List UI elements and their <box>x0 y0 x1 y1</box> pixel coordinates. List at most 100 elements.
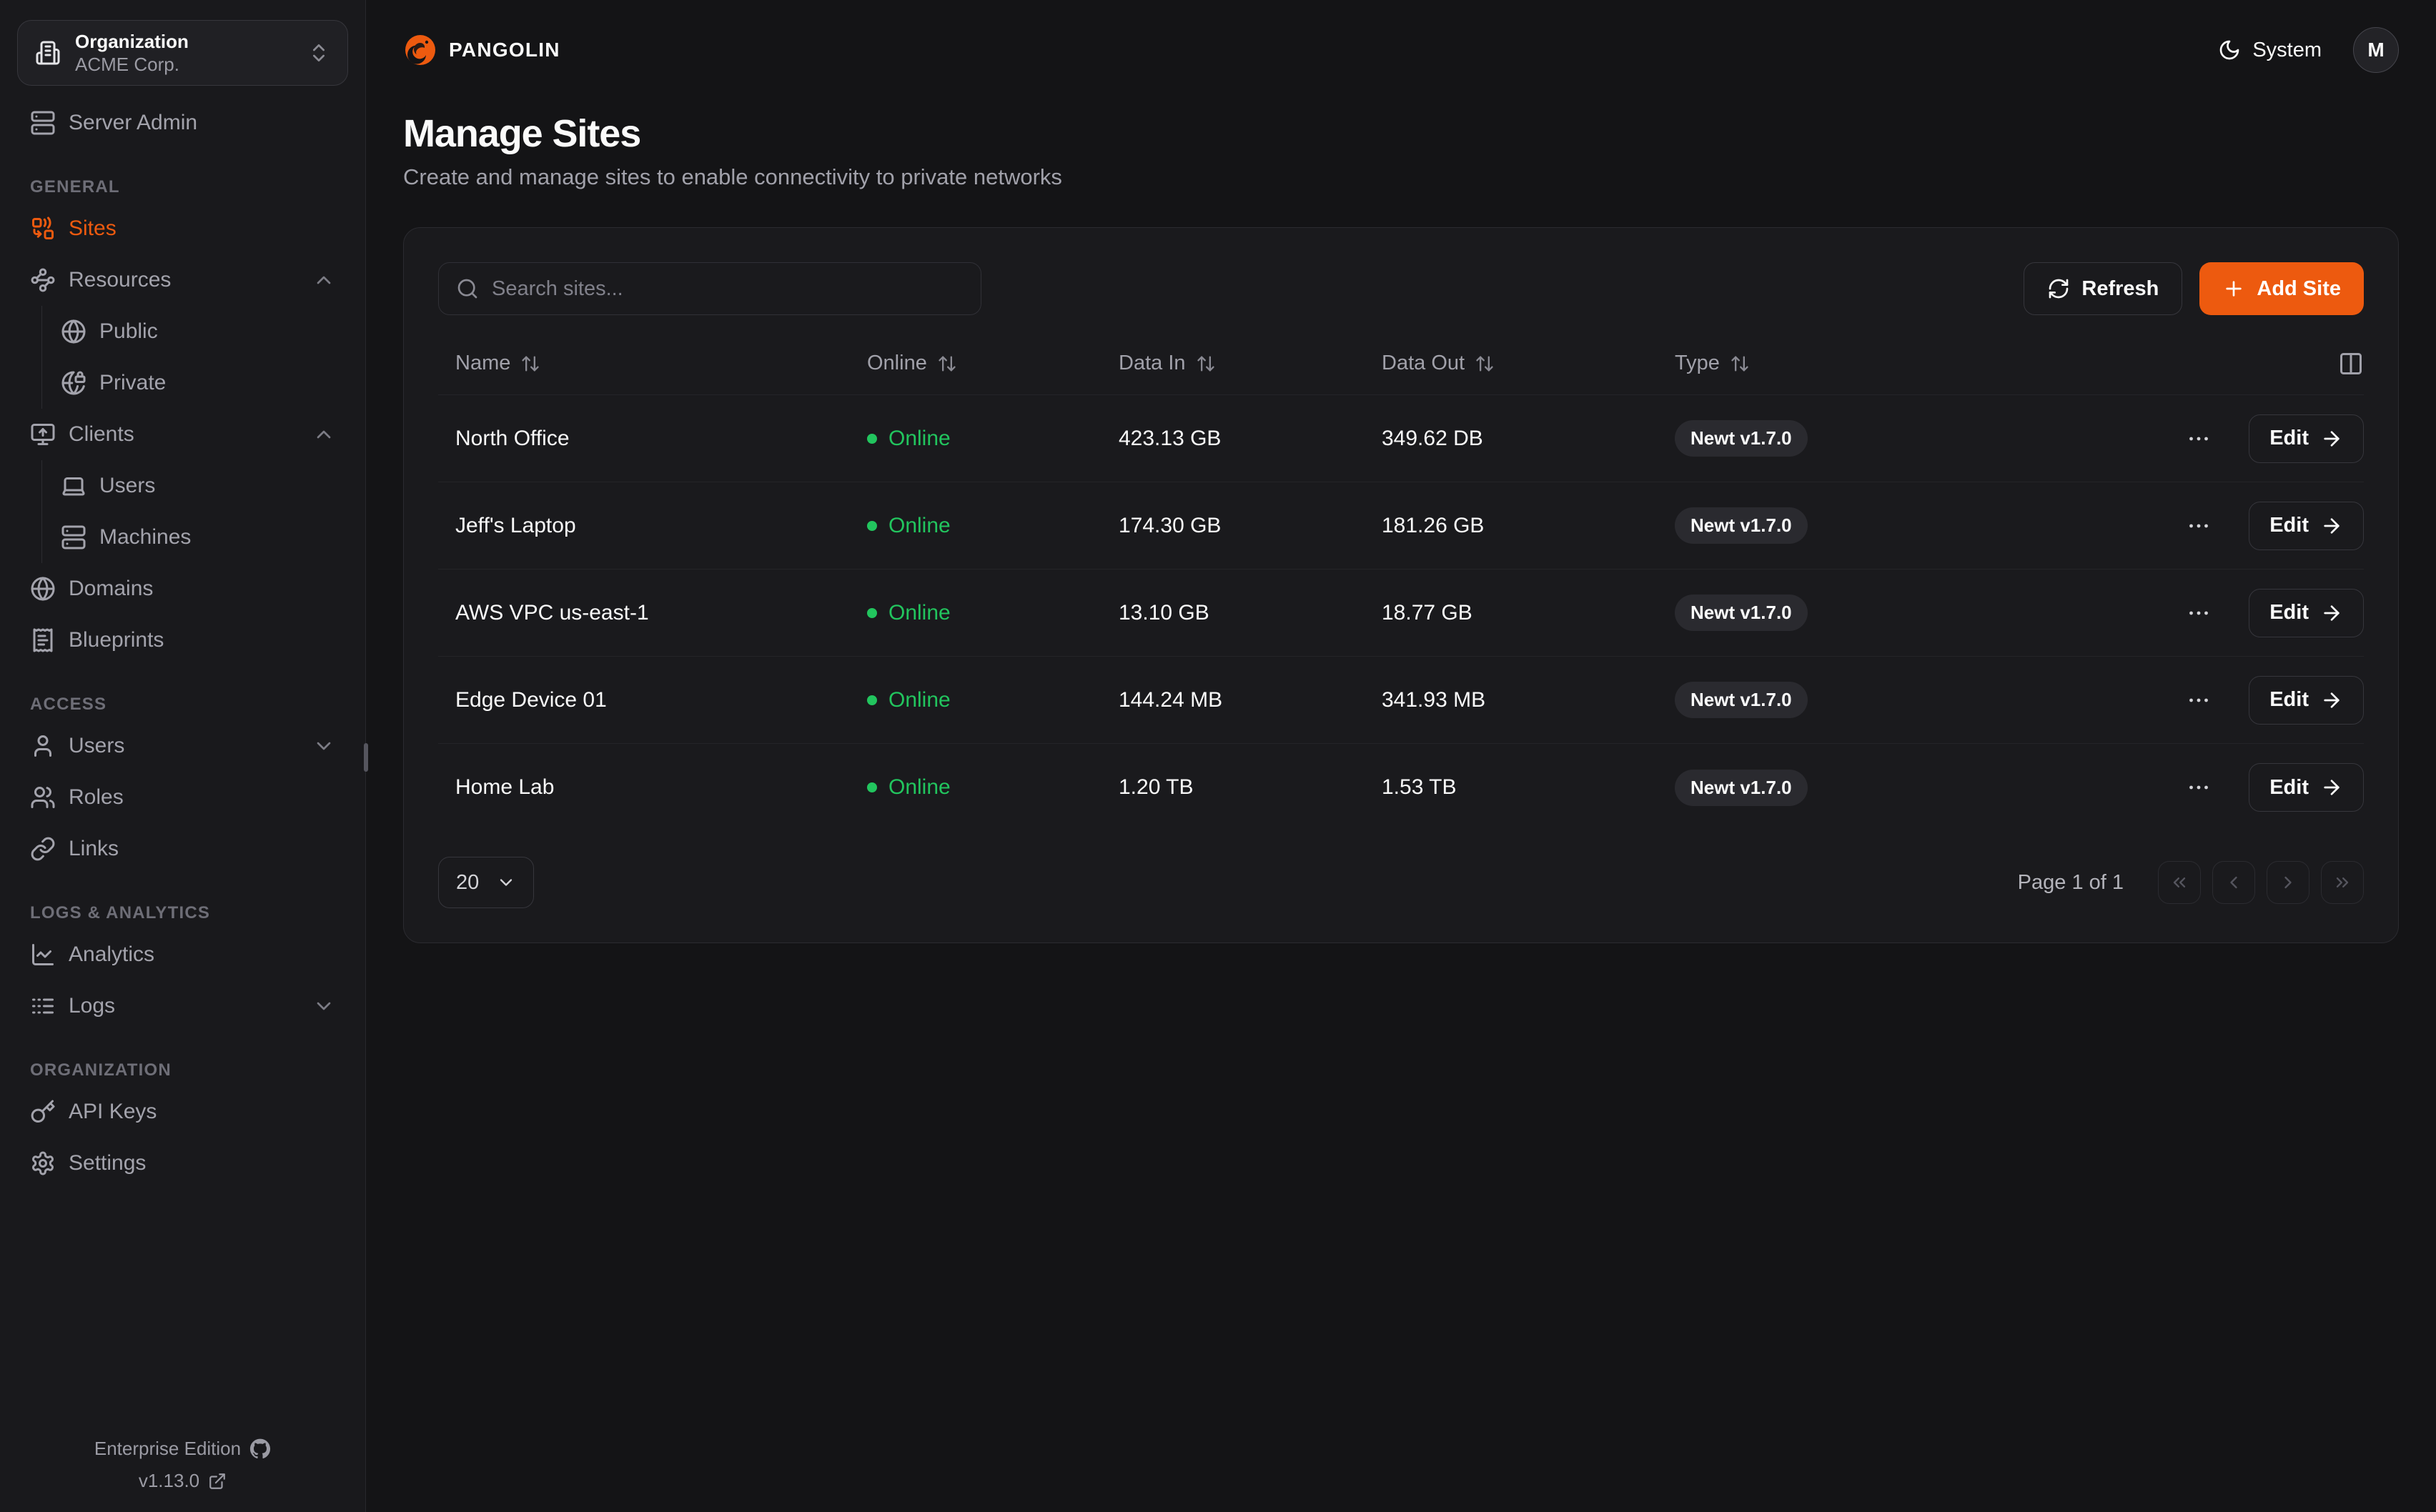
topbar: PANGOLIN System M <box>403 0 2399 100</box>
sidebar-item-label: Sites <box>69 217 117 240</box>
sidebar-item-label: Links <box>69 837 119 860</box>
header-data-in[interactable]: Data In <box>1119 352 1382 375</box>
sort-icon <box>1475 354 1495 374</box>
sidebar-item-blueprints[interactable]: Blueprints <box>17 615 348 666</box>
data-out-value: 181.26 GB <box>1382 513 1485 537</box>
external-link-icon[interactable] <box>208 1472 227 1491</box>
row-menu-button[interactable] <box>2180 682 2217 719</box>
sidebar-item-public[interactable]: Public <box>49 306 348 357</box>
header-type[interactable]: Type <box>1675 352 2338 375</box>
sidebar-item-label: Settings <box>69 1151 147 1175</box>
sites-icon <box>30 216 56 242</box>
avatar[interactable]: M <box>2353 27 2399 73</box>
first-page-button[interactable] <box>2158 861 2201 904</box>
sidebar-item-users[interactable]: Users <box>17 720 348 772</box>
table-row: AWS VPC us-east-1 Online 13.10 GB 18.77 … <box>438 570 2364 657</box>
sidebar-item-private[interactable]: Private <box>49 357 348 409</box>
online-dot-icon <box>867 695 877 705</box>
theme-toggle[interactable]: System <box>2218 39 2322 62</box>
add-site-label: Add Site <box>2257 277 2341 300</box>
refresh-button[interactable]: Refresh <box>2024 262 2183 315</box>
sidebar-item-logs[interactable]: Logs <box>17 980 348 1032</box>
table-row: North Office Online 423.13 GB 349.62 DB … <box>438 395 2364 482</box>
sidebar-item-analytics[interactable]: Analytics <box>17 929 348 980</box>
org-selector[interactable]: Organization ACME Corp. <box>17 20 348 86</box>
online-dot-icon <box>867 782 877 792</box>
page-title: Manage Sites <box>403 112 641 155</box>
next-page-button[interactable] <box>2267 861 2309 904</box>
chevron-down-icon <box>312 995 335 1018</box>
sidebar-item-resources[interactable]: Resources <box>17 254 348 306</box>
sort-icon <box>1196 354 1216 374</box>
type-badge: Newt v1.7.0 <box>1675 682 1808 718</box>
main-content: PANGOLIN System M Manage Sites Create an… <box>366 0 2436 1512</box>
pagination: 20 Page 1 of 1 <box>438 857 2364 908</box>
sidebar-item-domains[interactable]: Domains <box>17 563 348 615</box>
edit-button[interactable]: Edit <box>2249 501 2364 550</box>
sidebar-item-label: Analytics <box>69 942 155 966</box>
online-dot-icon <box>867 433 877 444</box>
github-icon[interactable] <box>249 1438 271 1460</box>
data-in-value: 13.10 GB <box>1119 600 1209 625</box>
refresh-label: Refresh <box>2081 277 2159 300</box>
site-name: Home Lab <box>455 775 555 799</box>
table-body: North Office Online 423.13 GB 349.62 DB … <box>438 395 2364 831</box>
sidebar-item-sites[interactable]: Sites <box>17 203 348 254</box>
page-size-select[interactable]: 20 <box>438 857 535 908</box>
receipt-icon <box>30 627 56 653</box>
chevron-down-icon <box>312 735 335 757</box>
sidebar-item-api-keys[interactable]: API Keys <box>17 1086 348 1138</box>
edition-label: Enterprise Edition <box>94 1438 242 1459</box>
header-data-out[interactable]: Data Out <box>1382 352 1675 375</box>
avatar-initial: M <box>2367 39 2385 61</box>
globe-icon <box>61 319 86 344</box>
sidebar-section-access: ACCESS <box>30 695 107 714</box>
edit-button[interactable]: Edit <box>2249 588 2364 637</box>
brand-logo[interactable]: PANGOLIN <box>403 33 560 67</box>
chevrons-up-down-icon <box>307 41 330 64</box>
plus-icon <box>2222 277 2245 300</box>
row-menu-button[interactable] <box>2180 769 2217 806</box>
sidebar-item-server-admin[interactable]: Server Admin <box>17 97 348 149</box>
sidebar-item-client-users[interactable]: Users <box>49 460 348 512</box>
sidebar-item-settings[interactable]: Settings <box>17 1138 348 1189</box>
data-in-value: 174.30 GB <box>1119 513 1222 537</box>
sidebar-item-machines[interactable]: Machines <box>49 512 348 563</box>
row-menu-button[interactable] <box>2180 507 2217 544</box>
edit-button[interactable]: Edit <box>2249 675 2364 725</box>
header-name[interactable]: Name <box>438 352 867 375</box>
waypoints-icon <box>30 267 56 293</box>
table-header: Name Online Data In Data Out Type <box>438 332 2364 395</box>
search-icon <box>456 277 479 300</box>
sidebar-item-clients[interactable]: Clients <box>17 409 348 460</box>
chevron-up-icon <box>312 269 335 292</box>
status-badge: Online <box>867 427 1119 451</box>
header-online[interactable]: Online <box>867 352 1119 375</box>
sidebar-item-roles[interactable]: Roles <box>17 772 348 823</box>
sidebar-footer: Enterprise Edition v1.13.0 <box>0 1438 365 1492</box>
sidebar-section-organization: ORGANIZATION <box>30 1060 172 1080</box>
edit-button[interactable]: Edit <box>2249 763 2364 812</box>
add-site-button[interactable]: Add Site <box>2199 262 2364 315</box>
row-menu-button[interactable] <box>2180 420 2217 457</box>
sidebar-item-links[interactable]: Links <box>17 823 348 875</box>
site-name: Edge Device 01 <box>455 687 607 712</box>
page-info: Page 1 of 1 <box>2017 870 2124 894</box>
search-input[interactable] <box>492 277 964 301</box>
edit-button[interactable]: Edit <box>2249 414 2364 463</box>
last-page-button[interactable] <box>2321 861 2364 904</box>
site-name: North Office <box>455 426 570 450</box>
sidebar-item-label: Domains <box>69 577 154 600</box>
data-in-value: 1.20 TB <box>1119 775 1194 799</box>
moon-icon <box>2218 39 2241 61</box>
sidebar-item-label: Public <box>99 319 158 343</box>
row-menu-button[interactable] <box>2180 595 2217 632</box>
columns-toggle-button[interactable] <box>2338 351 2364 377</box>
site-name: AWS VPC us-east-1 <box>455 600 649 625</box>
site-name: Jeff's Laptop <box>455 513 576 537</box>
sidebar-item-label: Private <box>99 371 167 394</box>
sidebar-scrollbar-thumb[interactable] <box>364 743 368 772</box>
prev-page-button[interactable] <box>2212 861 2255 904</box>
server-icon <box>61 524 86 550</box>
sort-icon <box>937 354 957 374</box>
